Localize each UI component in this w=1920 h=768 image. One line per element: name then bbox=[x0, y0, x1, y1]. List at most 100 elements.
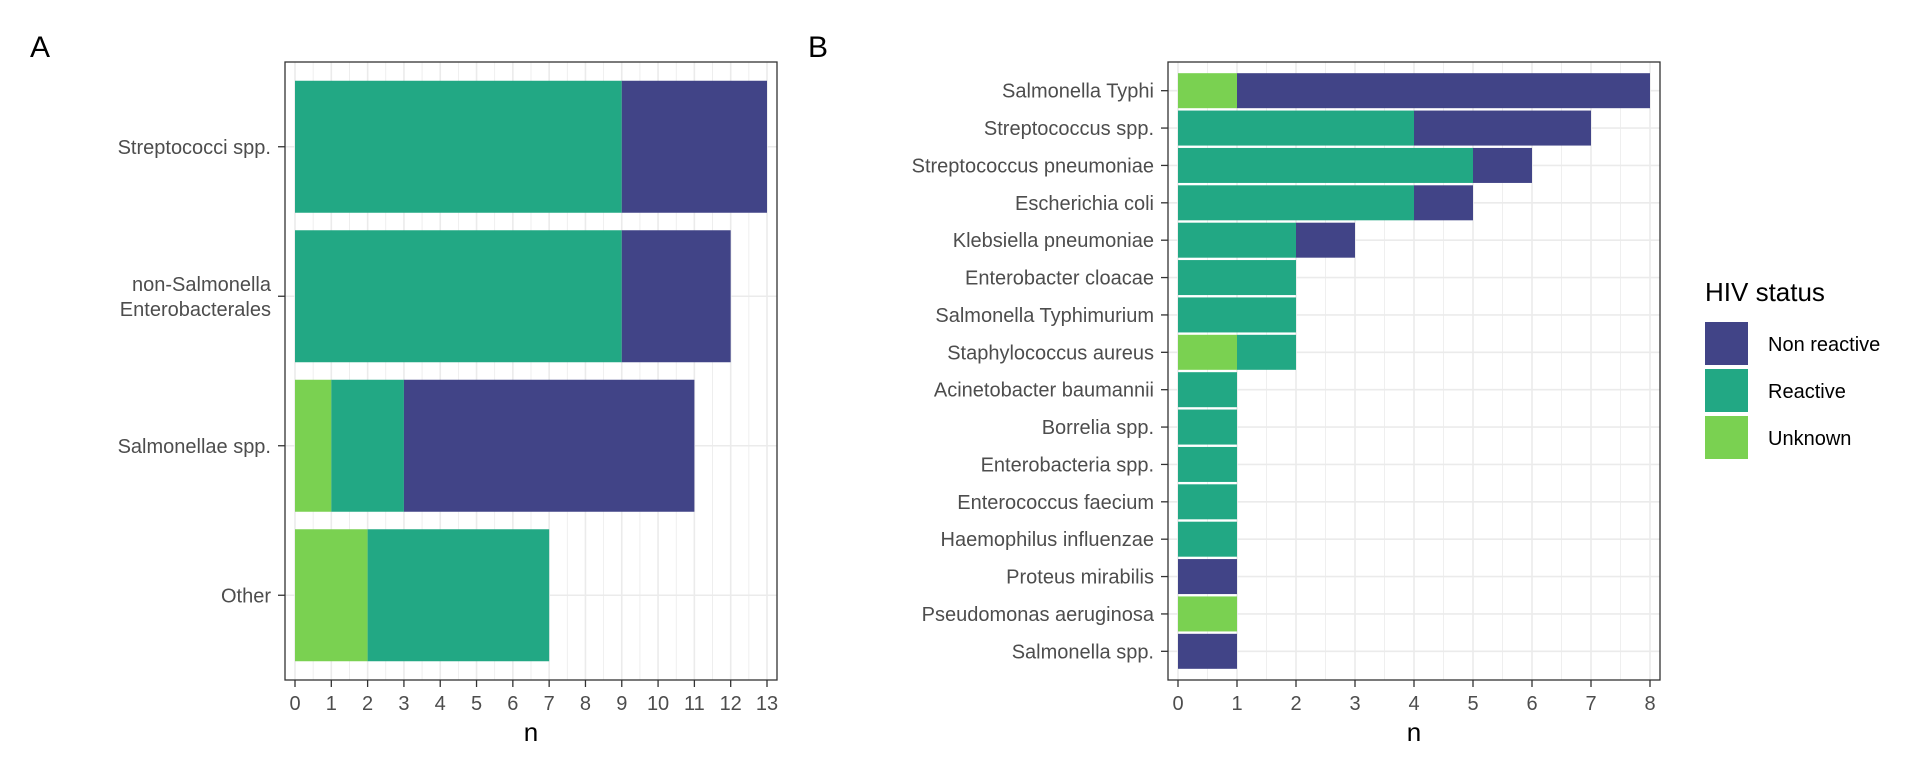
x-tick-label: 4 bbox=[1408, 693, 1419, 715]
y-tick-label-line: Staphylococcus aureus bbox=[947, 342, 1154, 364]
legend-label: Non reactive bbox=[1768, 334, 1880, 356]
x-tick-label: 3 bbox=[1349, 693, 1360, 715]
y-tick-label: Borrelia spp. bbox=[1042, 417, 1154, 439]
bar-b-staphylococcus-aureus-unknown bbox=[1178, 334, 1237, 370]
panel-a-x-axis-title: n bbox=[524, 717, 538, 747]
panel-b-bars bbox=[1178, 73, 1650, 669]
panel-b-x-axis-title: n bbox=[1407, 717, 1421, 747]
bar-b-klebsiella-pneumoniae-reactive bbox=[1178, 222, 1296, 258]
y-tick-label-line: Salmonella spp. bbox=[1012, 641, 1154, 663]
y-tick-label: Enterobacter cloacae bbox=[965, 268, 1154, 290]
bar-a-non-salmonella-enterobacterales-reactive bbox=[295, 230, 622, 363]
bar-b-proteus-mirabilis-non-reactive bbox=[1178, 559, 1237, 595]
legend-label: Unknown bbox=[1768, 428, 1851, 450]
y-tick-label: Salmonella spp. bbox=[1012, 641, 1154, 663]
bar-b-enterobacteria-spp-reactive bbox=[1178, 446, 1237, 482]
legend-item-unknown: Unknown bbox=[1705, 416, 1851, 459]
panel-a: Streptococci spp. non-Salmonella Enterobac… bbox=[30, 31, 778, 747]
legend-item-non-reactive: Non reactive bbox=[1705, 322, 1880, 365]
bar-a-other-reactive bbox=[367, 529, 550, 662]
x-tick-label: 1 bbox=[326, 693, 337, 715]
bar-a-salmonellae-spp-reactive bbox=[331, 379, 404, 512]
y-tick-label-line: Klebsiella pneumoniae bbox=[953, 230, 1154, 252]
y-tick-label: Haemophilus influenzae bbox=[941, 529, 1154, 551]
y-tick-label: Proteus mirabilis bbox=[1006, 567, 1154, 589]
y-tick-label-line: Enterobacterales bbox=[120, 299, 271, 321]
bar-b-salmonella-spp-non-reactive bbox=[1178, 633, 1237, 669]
bar-b-enterobacter-cloacae-reactive bbox=[1178, 260, 1296, 296]
panel-a-x-axis: 0 1 2 3 4 5 6 7 8 9 10 11 12 13 bbox=[289, 680, 778, 715]
x-tick-label: 13 bbox=[756, 693, 778, 715]
panel-b: Salmonella Typhi Streptococcus spp. Strept… bbox=[808, 31, 1661, 747]
x-tick-label: 0 bbox=[289, 693, 300, 715]
legend: HIV status Non reactive Reactive Unknown bbox=[1705, 277, 1880, 459]
y-tick-label-line: Escherichia coli bbox=[1015, 193, 1154, 215]
bar-b-acinetobacter-baumannii-reactive bbox=[1178, 372, 1237, 408]
legend-title: HIV status bbox=[1705, 277, 1825, 307]
bar-b-enterococcus-faecium-reactive bbox=[1178, 484, 1237, 520]
legend-item-reactive: Reactive bbox=[1705, 369, 1846, 412]
x-tick-label: 7 bbox=[544, 693, 555, 715]
x-tick-label: 3 bbox=[398, 693, 409, 715]
y-tick-label-line: Other bbox=[221, 585, 271, 607]
bar-a-non-salmonella-enterobacterales-non-reactive bbox=[621, 230, 731, 363]
y-tick-label: Staphylococcus aureus bbox=[947, 342, 1154, 364]
y-tick-label-line: Streptococcus spp. bbox=[984, 118, 1154, 140]
bar-b-staphylococcus-aureus-reactive bbox=[1237, 334, 1296, 370]
x-tick-label: 10 bbox=[647, 693, 669, 715]
y-tick-label: Salmonellae spp. bbox=[118, 436, 271, 458]
bar-b-streptococcus-pneumoniae-non-reactive bbox=[1473, 147, 1532, 183]
y-tick-label-line: Proteus mirabilis bbox=[1006, 567, 1154, 589]
bar-b-klebsiella-pneumoniae-non-reactive bbox=[1296, 222, 1355, 258]
y-tick-label: Enterobacteria spp. bbox=[981, 454, 1154, 476]
bar-b-escherichia-coli-non-reactive bbox=[1414, 185, 1473, 221]
y-tick-label: Enterococcus faecium bbox=[957, 492, 1154, 514]
y-tick-label-line: Borrelia spp. bbox=[1042, 417, 1154, 439]
x-tick-label: 5 bbox=[1467, 693, 1478, 715]
legend-key-unknown bbox=[1705, 416, 1748, 459]
y-tick-label-line: Streptococcus pneumoniae bbox=[912, 155, 1154, 177]
bar-b-salmonella-typhimurium-reactive bbox=[1178, 297, 1296, 333]
x-tick-label: 12 bbox=[720, 693, 742, 715]
y-tick-label: non-Salmonella Enterobacterales bbox=[120, 274, 272, 321]
panel-b-tag: B bbox=[808, 31, 828, 64]
y-tick-label: Pseudomonas aeruginosa bbox=[922, 604, 1155, 626]
x-tick-label: 2 bbox=[1290, 693, 1301, 715]
y-tick-label-line: Streptococci spp. bbox=[118, 137, 271, 159]
x-tick-label: 1 bbox=[1231, 693, 1242, 715]
bar-a-salmonellae-spp-unknown bbox=[295, 379, 332, 512]
panel-b-y-axis: Salmonella Typhi Streptococcus spp. Strept… bbox=[912, 81, 1168, 663]
bar-a-streptococci-spp-reactive bbox=[295, 80, 622, 213]
bar-b-haemophilus-influenzae-reactive bbox=[1178, 521, 1237, 557]
y-tick-label-line: Pseudomonas aeruginosa bbox=[922, 604, 1155, 626]
bar-b-pseudomonas-aeruginosa-unknown bbox=[1178, 596, 1237, 632]
y-tick-label-line: Acinetobacter baumannii bbox=[934, 380, 1154, 402]
x-tick-label: 7 bbox=[1585, 693, 1596, 715]
bar-b-escherichia-coli-reactive bbox=[1178, 185, 1414, 221]
y-tick-label-line: Enterococcus faecium bbox=[957, 492, 1154, 514]
panel-a-bars bbox=[295, 80, 767, 662]
x-tick-label: 8 bbox=[580, 693, 591, 715]
panel-a-border bbox=[284, 61, 778, 681]
x-tick-label: 8 bbox=[1644, 693, 1655, 715]
bar-a-salmonellae-spp-non-reactive bbox=[403, 379, 695, 512]
y-tick-label-line: Salmonellae spp. bbox=[118, 436, 271, 458]
y-tick-label: Salmonella Typhi bbox=[1002, 81, 1154, 103]
y-tick-label: Escherichia coli bbox=[1015, 193, 1154, 215]
x-tick-label: 4 bbox=[435, 693, 446, 715]
legend-key-non-reactive bbox=[1705, 322, 1748, 365]
y-tick-label: Other bbox=[221, 585, 271, 607]
bar-b-salmonella-typhi-non-reactive bbox=[1237, 73, 1650, 109]
panel-a-tag: A bbox=[30, 31, 50, 64]
y-tick-label: Acinetobacter baumannii bbox=[934, 380, 1154, 402]
bar-b-streptococcus-spp-non-reactive bbox=[1414, 110, 1591, 146]
x-tick-label: 2 bbox=[362, 693, 373, 715]
x-tick-label: 6 bbox=[1526, 693, 1537, 715]
y-tick-label-line: Salmonella Typhimurium bbox=[935, 305, 1154, 327]
y-tick-label-line: Enterobacteria spp. bbox=[981, 454, 1154, 476]
x-tick-label: 5 bbox=[471, 693, 482, 715]
x-tick-label: 11 bbox=[684, 693, 705, 715]
y-tick-label: Klebsiella pneumoniae bbox=[953, 230, 1154, 252]
bar-a-streptococci-spp-non-reactive bbox=[621, 80, 767, 213]
